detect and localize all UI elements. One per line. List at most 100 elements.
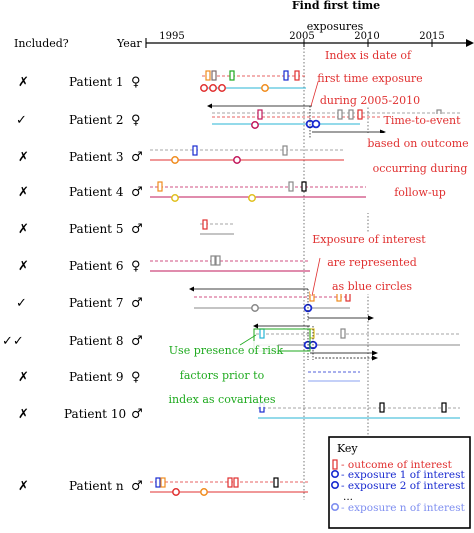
exposure-marker	[259, 328, 265, 339]
patient-row-6: ✗ Patient 6 ♀	[18, 259, 141, 274]
exposure-marker	[288, 181, 294, 192]
exposure-marker	[282, 145, 288, 156]
risk-factor-circle	[248, 194, 256, 202]
exposure-marker	[348, 109, 354, 120]
sex-symbol: ♂	[131, 479, 143, 494]
time-to-event-label: Time-to-event	[383, 114, 461, 127]
outcome-marker	[294, 70, 300, 81]
included-mark: ✗	[18, 370, 29, 385]
patient-3-timeline	[150, 145, 344, 164]
patient-label: Patient 1	[69, 75, 123, 89]
patient-10-timeline	[258, 402, 460, 419]
patient-row-2: ✓ Patient 2 ♀	[16, 113, 141, 128]
risk-factor-circle	[171, 194, 179, 202]
legend-outcome-swatch	[332, 459, 338, 470]
included-mark: ✓	[16, 296, 27, 311]
patient-label: Patient 9	[69, 370, 123, 384]
exposure-marker	[379, 402, 385, 413]
patient-1-timeline	[200, 70, 306, 92]
legend-item-exposure-n: - exposure n of interest	[341, 502, 466, 514]
legend-exposure-1-swatch	[330, 469, 339, 478]
patient-row-9: ✗ Patient 9 ♀	[18, 370, 141, 385]
risk-factor-circle	[251, 121, 259, 129]
exposure-marker	[192, 145, 198, 156]
legend-item-outcome: - outcome of interest	[341, 459, 453, 471]
patient-row-8: ✓✓ Patient 8 ♂	[2, 334, 143, 349]
included-mark: ✓✓	[2, 334, 24, 349]
patient-6-timeline	[150, 255, 340, 272]
included-mark: ✓	[16, 113, 27, 128]
exposures-label: exposures	[307, 20, 364, 33]
legend-item-exposure-2: - exposure 2 of interest	[341, 480, 466, 492]
exposure-marker	[301, 181, 307, 192]
included-mark: ✗	[18, 185, 29, 200]
patient-8-timeline	[253, 323, 460, 361]
risk-factor-circle	[261, 84, 269, 92]
exposure-marker	[157, 181, 163, 192]
included-mark: ✗	[18, 75, 29, 90]
tick-label-2015: 2015	[419, 31, 444, 42]
based-note-line-1: based on outcome	[367, 137, 468, 150]
risk-note-line-1: Use presence of risk	[169, 344, 284, 357]
exposure-note-line-2: are represented	[327, 256, 417, 269]
patient-label: Patient 4	[69, 185, 124, 199]
patient-label: Patient n	[69, 479, 124, 493]
exposure-marker	[211, 70, 217, 81]
sex-symbol: ♀	[131, 113, 141, 128]
sex-symbol: ♂	[131, 185, 143, 200]
exposure-marker	[283, 70, 289, 81]
exposure-marker	[155, 477, 161, 488]
outcome-marker	[357, 109, 363, 120]
patient-5-timeline	[200, 219, 234, 235]
outcome-marker	[227, 477, 233, 488]
exposure-marker	[229, 70, 235, 81]
patient-label: Patient 2	[69, 113, 123, 127]
sex-symbol: ♀	[131, 370, 141, 385]
legend-item-exposure-1: - exposure 1 of interest	[341, 469, 466, 481]
patient-9-timeline	[308, 371, 360, 382]
sex-symbol: ♀	[131, 75, 141, 90]
patient-n-timeline	[150, 477, 308, 496]
patient-label: Patient 3	[69, 150, 123, 164]
index-date-annotation: Index is date of first time exposure dur…	[310, 47, 423, 107]
risk-factor-circle	[172, 488, 180, 496]
risk-factor-circle	[233, 156, 241, 164]
diagram-title: Find first time	[292, 0, 380, 12]
sex-symbol: ♀	[131, 259, 141, 274]
index-note-line-1: Index is date of	[325, 49, 412, 62]
legend-exposure-n-swatch	[330, 502, 339, 511]
included-header: Included?	[14, 37, 69, 50]
legend-exposure-2-swatch	[330, 480, 339, 489]
timeline-axis	[145, 38, 474, 48]
based-note-line-3: follow-up	[394, 186, 446, 199]
outcome-marker	[233, 477, 239, 488]
patient-label: Patient 7	[69, 296, 123, 310]
sex-symbol: ♂	[131, 222, 143, 237]
legend-key: Key - outcome of interest - exposure 1 o…	[328, 436, 471, 529]
index-note-line-2: first time exposure	[317, 72, 422, 85]
based-note-line-2: occurring during	[373, 162, 468, 175]
risk-factor-circle	[218, 84, 226, 92]
patient-label: Patient 5	[69, 222, 123, 236]
patient-row-5: ✗ Patient 5 ♂	[18, 222, 143, 237]
patient-row-10: ✗ Patient 10 ♂	[18, 407, 143, 422]
patient-row-7: ✓ Patient 7 ♂	[16, 296, 143, 311]
tick-label-2010: 2010	[354, 31, 379, 42]
exposure-circle	[311, 119, 321, 129]
tick-label-2005: 2005	[289, 31, 314, 42]
legend-title: Key	[337, 442, 358, 455]
included-mark: ✗	[18, 150, 29, 165]
outcome-marker	[202, 219, 208, 230]
risk-factor-circle	[251, 304, 259, 312]
patient-row-3: ✗ Patient 3 ♂	[18, 150, 143, 165]
exposure-marker	[215, 255, 221, 266]
exposure-marker	[257, 109, 263, 120]
risk-factor-circle	[171, 156, 179, 164]
exposure-note-line-3: as blue circles	[332, 280, 412, 293]
risk-note-line-2: factors prior to	[180, 369, 265, 382]
included-mark: ✗	[18, 407, 29, 422]
index-note-line-3: during 2005-2010	[320, 94, 420, 107]
exposure-marker	[340, 328, 346, 339]
sex-symbol: ♂	[131, 407, 143, 422]
